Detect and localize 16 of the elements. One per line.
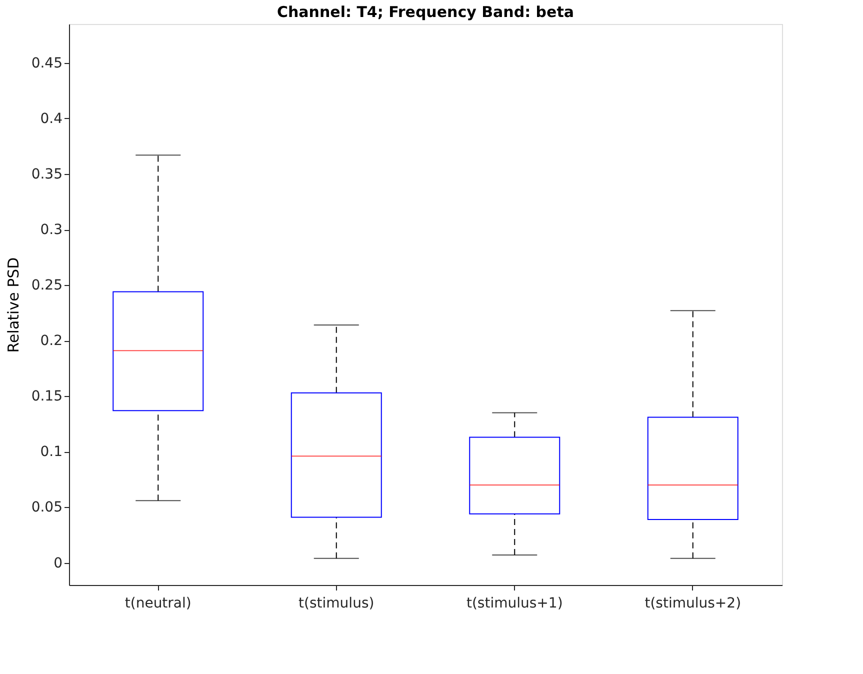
x-tick-label: t(neutral) [124,596,192,612]
y-tick-label: 0.15 [31,388,62,405]
x-tick-label: t(stimulus+2) [644,596,742,612]
y-tick-label: 0 [54,555,62,572]
chart-title: Channel: T4; Frequency Band: beta [276,3,574,21]
y-tick-label: 0.4 [40,110,63,127]
y-tick-label: 0.05 [31,500,62,516]
y-tick-label: 0.45 [31,55,62,72]
y-tick-label: 0.35 [31,166,62,182]
y-tick-label: 0.2 [40,333,62,350]
y-tick-label: 0.1 [40,444,62,460]
y-tick-label: 0.3 [40,222,62,238]
x-tick-label: t(stimulus+1) [466,596,563,612]
y-tick-label: 0.25 [31,278,62,294]
y-axis-title: Relative PSD [4,257,22,353]
x-tick-label: t(stimulus) [298,596,374,612]
